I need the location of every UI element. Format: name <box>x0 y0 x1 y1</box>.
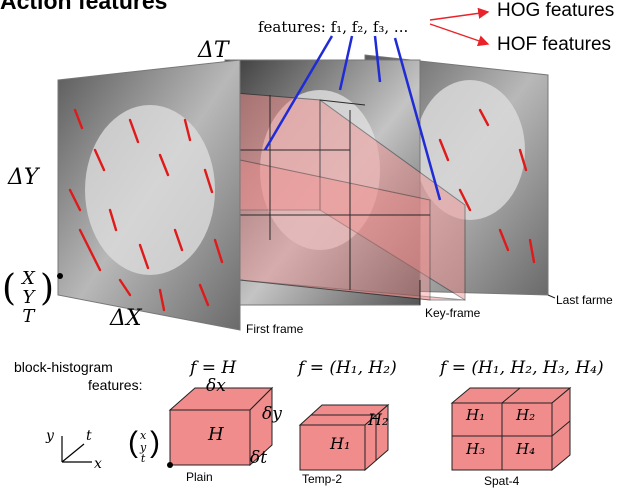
last-frame-label: Last farme <box>556 293 613 307</box>
origin-dot <box>57 273 63 279</box>
small-vector-x: x <box>140 429 147 442</box>
key-frame-label: Key-frame <box>425 306 481 320</box>
plain-block <box>167 386 274 468</box>
temp2-block <box>298 403 390 472</box>
spat4-formula: f = (H₁, H₂, H₃, H₄) <box>440 358 604 378</box>
page-title: Action features <box>0 0 168 14</box>
legend-hog-label: HOG features <box>497 0 615 21</box>
plain-formula: f = H <box>190 358 237 378</box>
small-axis-t-label: t <box>86 428 92 444</box>
vector-bracket-close: ) <box>40 268 55 309</box>
first-frame-label: First frame <box>246 322 304 336</box>
vector-y: Y <box>22 286 35 308</box>
plain-dy-label: δy <box>262 404 282 424</box>
small-vector: x y t <box>140 430 146 465</box>
vector-bracket-open: ( <box>2 268 17 309</box>
hof-arrow <box>429 23 490 47</box>
vector-x: X <box>22 268 35 289</box>
delta-t-label: ΔT <box>198 38 229 63</box>
spat4-cell-h2: H₂ <box>516 406 536 424</box>
delta-x-label: ΔX <box>110 306 142 331</box>
plain-name: Plain <box>186 470 213 484</box>
temp2-formula: f = (H₁, H₂) <box>298 358 397 378</box>
temp2-cell-h2: H₂ <box>368 410 389 429</box>
spat4-name: Spat-4 <box>484 474 520 488</box>
delta-y-label: ΔY <box>8 165 39 190</box>
spat4-block <box>450 386 572 472</box>
vector-t: T <box>22 305 35 327</box>
spat4-cell-h1: H₁ <box>466 406 486 424</box>
small-axes-icon <box>61 436 92 463</box>
spat4-cell-h3: H₃ <box>466 440 486 458</box>
small-axis-x-label: x <box>94 456 102 472</box>
legend-hof-label: HOF features <box>497 34 612 55</box>
small-vector-close: ) <box>150 426 160 459</box>
plain-dx-label: δx <box>206 376 226 396</box>
features-label: features: f₁, f₂, f₃, ... <box>258 18 409 36</box>
block-histogram-features-label: features: <box>88 377 143 393</box>
block-histogram-label: block-histogram <box>14 359 113 375</box>
small-axis-y-label: y <box>46 428 54 444</box>
small-vector-y: y <box>140 440 147 454</box>
feature-connector-lines <box>263 35 442 201</box>
temp2-cell-h1: H₁ <box>330 434 351 453</box>
spat4-cell-h4: H₄ <box>516 440 536 458</box>
small-vector-open: ( <box>128 426 138 459</box>
vector-xyt: X Y T <box>22 268 35 327</box>
gradient-marks <box>68 108 536 312</box>
hog-arrow <box>429 7 490 21</box>
plain-cell-h: H <box>208 424 224 445</box>
small-vector-t: t <box>140 452 146 466</box>
plain-dt-label: δt <box>250 448 268 468</box>
temp2-name: Temp-2 <box>302 472 343 486</box>
